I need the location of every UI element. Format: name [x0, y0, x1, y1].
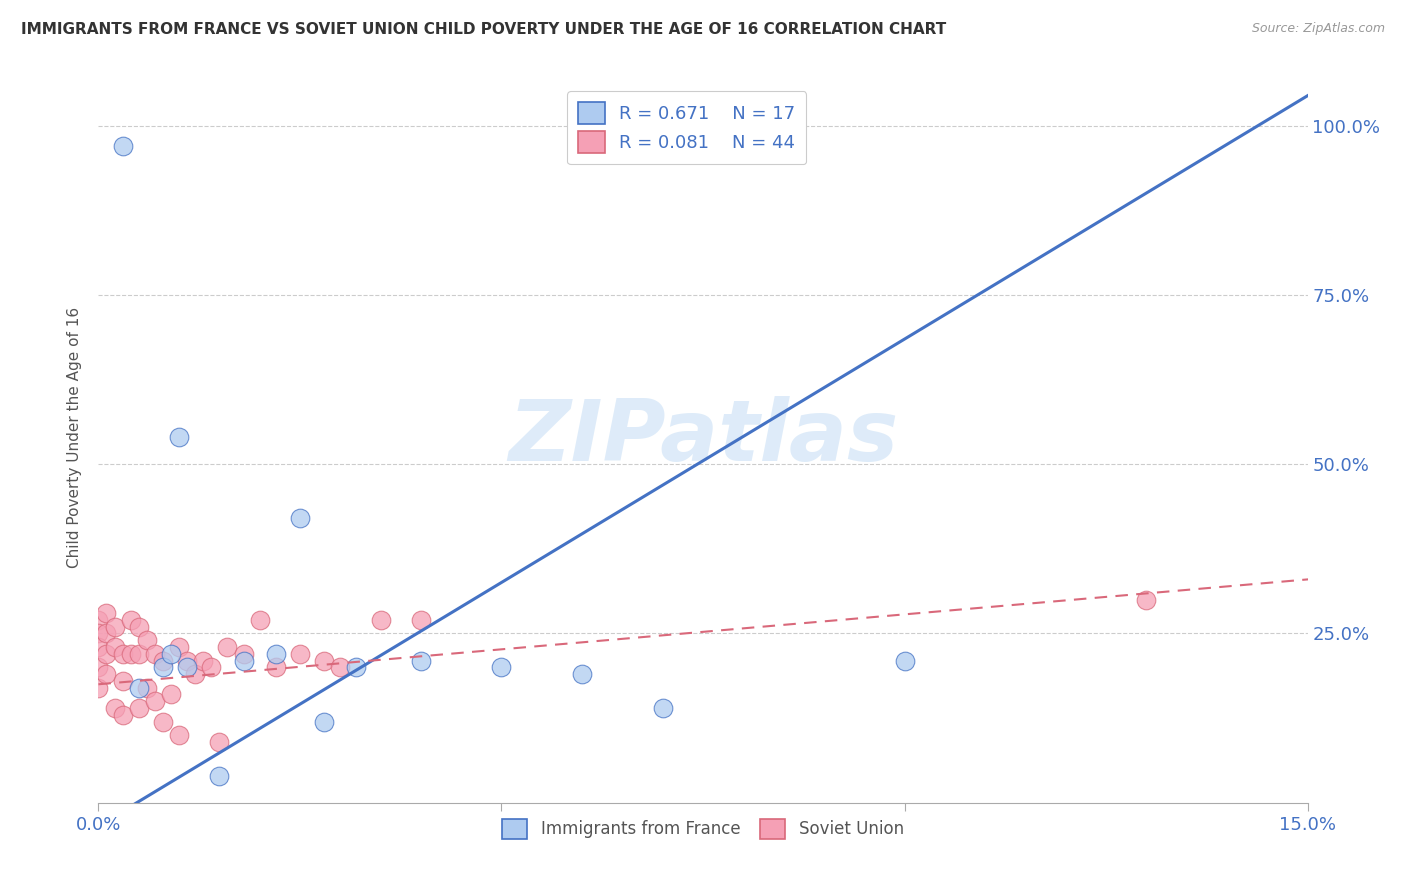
Point: [87, 660, 110, 674]
Point: [111, 707, 134, 722]
Point: [152, 660, 174, 674]
Point: [135, 681, 157, 695]
Point: [651, 701, 673, 715]
Point: [87, 626, 110, 640]
Point: [232, 647, 254, 661]
Point: [96, 667, 118, 681]
Text: IMMIGRANTS FROM FRANCE VS SOVIET UNION CHILD POVERTY UNDER THE AGE OF 16 CORRELA: IMMIGRANTS FROM FRANCE VS SOVIET UNION C…: [21, 22, 946, 37]
Point: [160, 688, 183, 702]
Point: [160, 647, 183, 661]
Point: [344, 660, 367, 674]
Point: [128, 647, 150, 661]
Point: [120, 613, 142, 627]
Point: [249, 613, 271, 627]
Point: [409, 654, 432, 668]
Point: [314, 714, 336, 729]
Point: [111, 139, 134, 153]
Point: [200, 660, 222, 674]
Point: [370, 613, 392, 627]
Point: [152, 714, 174, 729]
Point: [103, 620, 125, 634]
Point: [893, 654, 915, 668]
Point: [1135, 592, 1157, 607]
Point: [87, 681, 110, 695]
Point: [120, 647, 142, 661]
Point: [152, 654, 174, 668]
Point: [87, 640, 110, 654]
Text: ZIPatlas: ZIPatlas: [508, 395, 898, 479]
Text: Source: ZipAtlas.com: Source: ZipAtlas.com: [1251, 22, 1385, 36]
Point: [571, 667, 593, 681]
Point: [167, 728, 190, 742]
Point: [217, 640, 239, 654]
Point: [193, 654, 215, 668]
Point: [103, 701, 125, 715]
Point: [409, 613, 432, 627]
Point: [96, 626, 118, 640]
Point: [264, 660, 287, 674]
Point: [96, 647, 118, 661]
Point: [128, 620, 150, 634]
Point: [288, 511, 311, 525]
Point: [184, 667, 207, 681]
Legend: Immigrants from France, Soviet Union: Immigrants from France, Soviet Union: [496, 812, 910, 846]
Point: [329, 660, 352, 674]
Point: [128, 681, 150, 695]
Point: [111, 647, 134, 661]
Point: [143, 694, 166, 708]
Point: [176, 654, 198, 668]
Point: [96, 606, 118, 620]
Point: [167, 640, 190, 654]
Point: [167, 430, 190, 444]
Point: [208, 735, 231, 749]
Point: [314, 654, 336, 668]
Point: [128, 701, 150, 715]
Point: [232, 654, 254, 668]
Point: [264, 647, 287, 661]
Point: [143, 647, 166, 661]
Y-axis label: Child Poverty Under the Age of 16: Child Poverty Under the Age of 16: [67, 307, 83, 567]
Point: [111, 673, 134, 688]
Point: [103, 640, 125, 654]
Point: [288, 647, 311, 661]
Point: [135, 633, 157, 648]
Point: [87, 613, 110, 627]
Point: [491, 660, 513, 674]
Point: [208, 769, 231, 783]
Point: [176, 660, 198, 674]
